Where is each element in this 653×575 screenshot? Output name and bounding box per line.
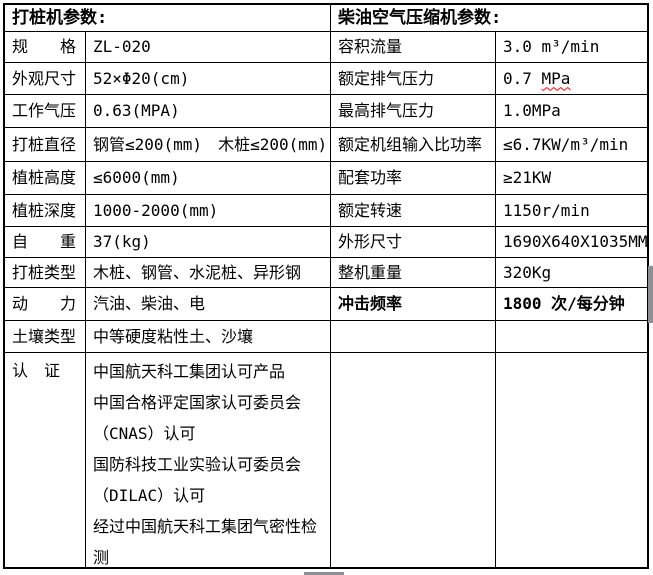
spec-value: 1800 次/每分钟 [496,288,647,321]
spec-value: 37(kg) [86,227,331,258]
spec-table: 打桩机参数: 柴油空气压缩机参数: 规 格 ZL-020 容积流量 3.0 m³… [3,3,649,569]
certification-value: 中国航天科工集团认可产品 中国合格评定国家认可委员会 （CNAS）认可 国防科技… [86,353,331,567]
spec-label: 冲击频率 [331,288,496,321]
spec-label: 额定转速 [331,195,496,227]
spec-value: 0.63(MPA) [86,95,331,128]
spellcheck-flagged-text: MPa [541,68,571,88]
spec-value: ≤6.7KW/m³/min [496,128,647,162]
spec-value: 3.0 m³/min [496,32,647,63]
spec-label: 打桩直径 [5,128,86,162]
spec-label: 打桩类型 [5,258,86,288]
spec-value: 1000-2000(mm) [86,195,331,227]
spec-value: ZL-020 [86,32,331,63]
spec-label: 自 重 [5,227,86,258]
compressor-params-header: 柴油空气压缩机参数: [331,5,647,32]
spec-label: 额定排气压力 [331,63,496,95]
vertical-scrollbar-thumb[interactable] [648,266,653,323]
cert-line: 经过中国航天科工集团气密性检 [93,517,318,536]
spec-label: 最高排气压力 [331,95,496,128]
spec-value: 汽油、柴油、电 [86,288,331,321]
spec-value: ≥21KW [496,162,647,195]
cert-line: 测 [93,548,110,567]
spec-value: 1.0MPa [496,95,647,128]
pile-driver-params-header: 打桩机参数: [5,5,331,32]
cert-line: 中国合格评定国家认可委员会 [93,393,302,412]
cert-line: 国防科技工业实验认可委员会 [93,455,302,474]
cert-line: （CNAS）认可 [93,424,196,443]
empty-cell [331,321,496,353]
spec-label: 植桩深度 [5,195,86,227]
cert-line: （DILAC）认可 [93,486,206,505]
spec-label: 植桩高度 [5,162,86,195]
spec-label: 整机重量 [331,258,496,288]
spec-label: 配套功率 [331,162,496,195]
empty-cell [496,353,647,567]
spec-value: ≤6000(mm) [86,162,331,195]
spec-label: 土壤类型 [5,321,86,353]
empty-cell [331,353,496,567]
spec-value: 1690X640X1035MM [496,227,647,258]
spec-value: 52×Φ20(cm) [86,63,331,95]
horizontal-scrollbar-thumb[interactable] [304,572,344,575]
spec-label: 外形尺寸 [331,227,496,258]
spec-value: 木桩、钢管、水泥桩、异形钢 [86,258,331,288]
spec-label: 认 证 [5,353,86,567]
spec-label: 容积流量 [331,32,496,63]
spec-value: 钢管≤200(mm) 木桩≤200(mm) [86,128,331,162]
value-text: 0.7 [503,68,542,88]
spec-value: 中等硬度粘性土、沙壤 [86,321,331,353]
empty-cell [496,321,647,353]
spec-label: 规 格 [5,32,86,63]
spec-label: 额定机组输入比功率 [331,128,496,162]
spec-value: 320Kg [496,258,647,288]
spec-value: 0.7 MPa [496,63,647,95]
cert-line: 中国航天科工集团认可产品 [93,362,286,381]
spec-label: 动 力 [5,288,86,321]
spec-label: 工作气压 [5,95,86,128]
spec-label: 外观尺寸 [5,63,86,95]
spec-value: 1150r/min [496,195,647,227]
